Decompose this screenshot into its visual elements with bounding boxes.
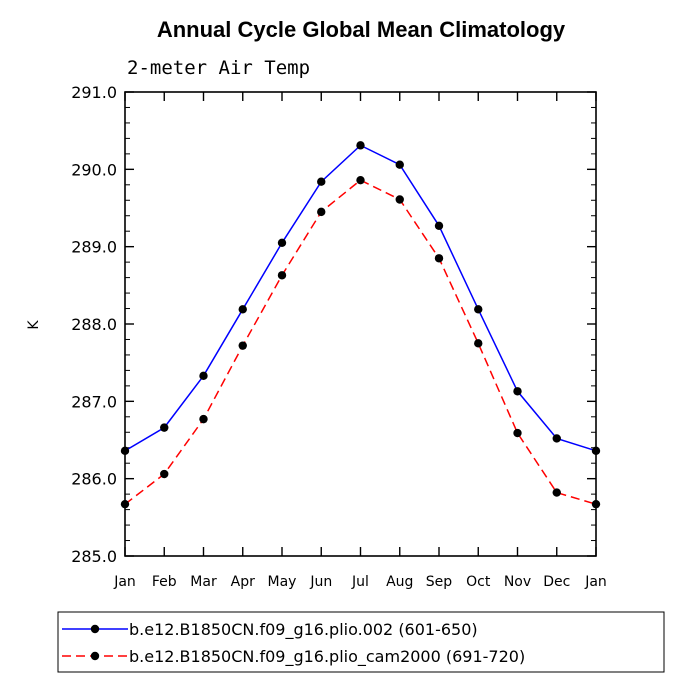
legend-label-1: b.e12.B1850CN.f09_g16.plio.002 (601-650) [129,620,478,640]
series-2-point [356,175,365,185]
series-2-point [238,341,247,350]
series-2-point [434,254,444,263]
x-tick-label: Apr [231,574,255,590]
series-1-point [434,221,444,230]
x-tick-label: Oct [466,574,491,590]
y-tick-label: 288.0 [71,315,117,334]
plot-frame [124,91,597,557]
series-1-point [238,305,247,314]
x-tick-label: Jul [351,574,369,590]
y-axis-label: K [26,320,42,330]
x-tick-label: Jan [113,574,136,590]
legend-marker-1 [90,624,100,634]
x-tick-label: Nov [504,574,531,590]
legend-box [57,611,665,673]
series-line-2 [124,179,597,505]
legend-label-2: b.e12.B1850CN.f09_g16.plio_cam2000 (691-… [129,647,525,667]
series-2-point [160,469,169,479]
series-1-point [395,160,404,169]
chart-title: Annual Cycle Global Mean Climatology [157,17,566,42]
x-tick-label: Aug [386,574,413,590]
x-tick-label: Feb [152,574,177,590]
legend-marker-2 [90,651,100,661]
x-tick-label: Jun [309,574,332,590]
chart-subtitle: 2-meter Air Temp [127,57,310,79]
x-tick-label: May [268,574,297,590]
x-tick-label: Dec [543,574,570,590]
x-tick-label: Mar [190,574,217,590]
y-tick-label: 287.0 [71,392,117,411]
y-tick-label: 290.0 [71,160,117,179]
series-2-point [199,414,208,424]
series-1-point [552,434,561,443]
series-2-point [317,207,326,217]
series-group [120,141,601,509]
series-line-1 [124,144,597,452]
series-2-point [474,339,483,348]
series-2-point [552,488,561,497]
y-tick-label: 286.0 [71,470,117,489]
x-tick-label: Sep [426,574,453,590]
y-tick-label: 291.0 [71,83,117,102]
series-1-point [513,387,522,396]
series-1-point [317,177,326,186]
series-1-point [474,305,483,314]
series-1-point [199,371,208,381]
series-1-point [356,141,365,150]
series-2-point [513,428,522,438]
series-1-point [160,423,169,432]
series-2-point [395,195,404,204]
series-2-point [277,271,287,280]
x-tick-label: Jan [584,574,607,590]
axis-ticks: 285.0 286.0 287.0 288.0 289.0 290.0 291.0 Jan Fe… [71,83,607,590]
y-tick-label: 289.0 [71,238,117,257]
legend: b.e12.B1850CN.f09_g16.plio.002 (601-650)… [57,611,665,673]
y-tick-label: 285.0 [71,547,117,566]
series-1-point [277,238,287,247]
